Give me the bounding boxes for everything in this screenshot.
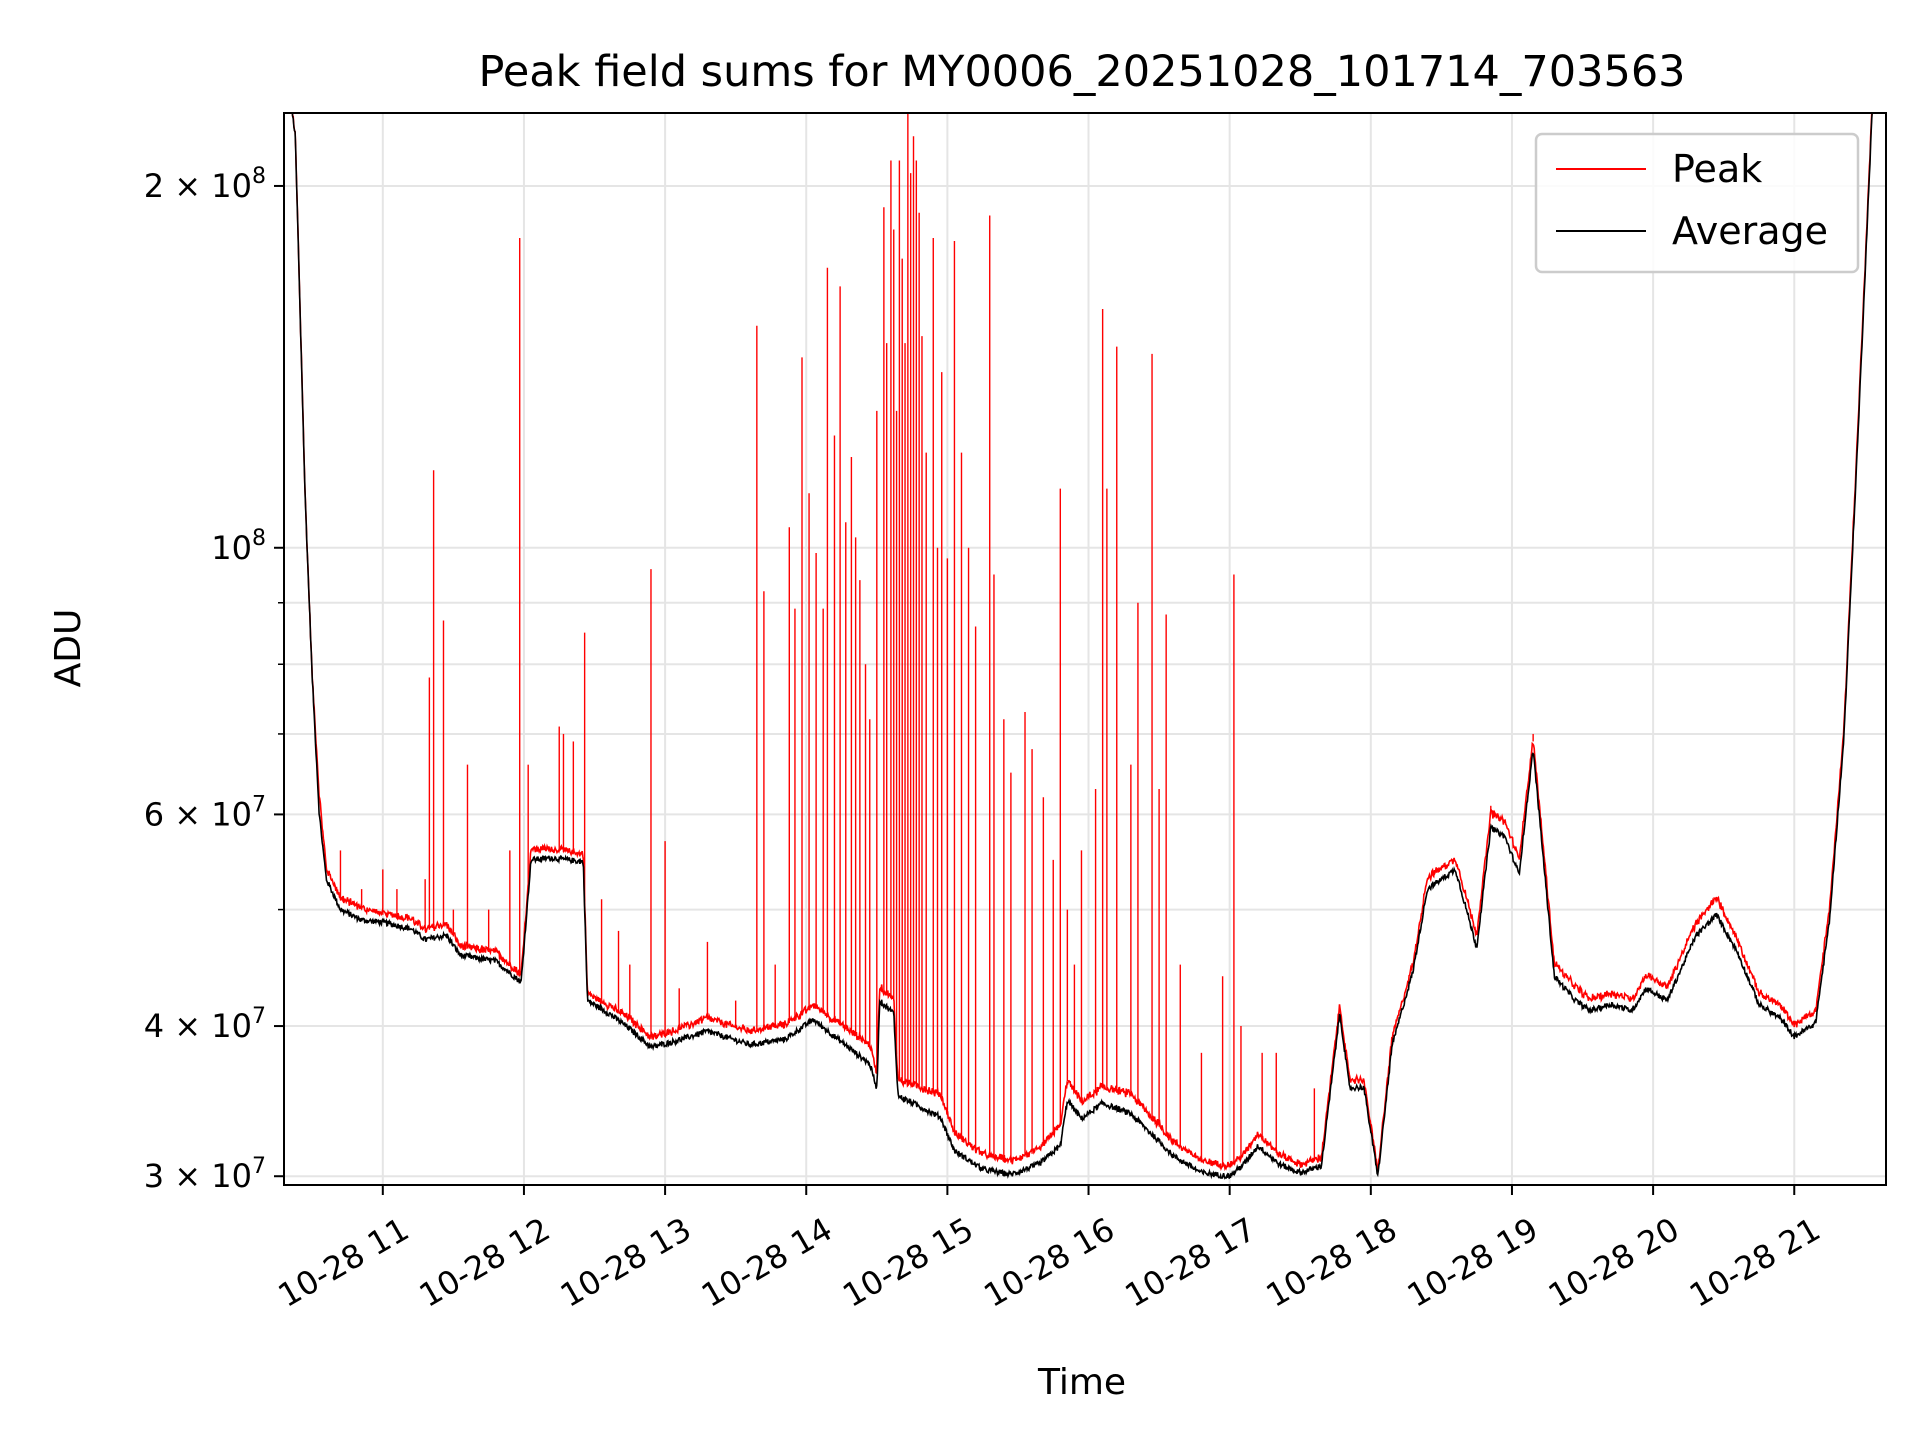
- average-series-line: [291, 113, 1874, 1180]
- y-tick-label: 108: [211, 526, 266, 567]
- legend: Peak Average: [1534, 132, 1860, 274]
- y-tick-label: 3 × 107: [144, 1154, 266, 1195]
- y-tick-label: 6 × 107: [144, 792, 266, 833]
- peak-series-line: [291, 113, 1873, 1172]
- plot-frame: [283, 112, 1887, 1186]
- y-tick-label: 4 × 107: [144, 1004, 266, 1045]
- legend-average-label: Average: [1672, 209, 1828, 253]
- y-tick-label: 2 × 108: [144, 164, 266, 205]
- series-layer: [291, 113, 1874, 1180]
- y-axis-label: ADU: [48, 609, 89, 688]
- legend-peak-label: Peak: [1672, 147, 1762, 191]
- chart-title: Peak field sums for MY0006_20251028_1017…: [478, 47, 1685, 97]
- x-axis-label: Time: [1037, 1362, 1126, 1403]
